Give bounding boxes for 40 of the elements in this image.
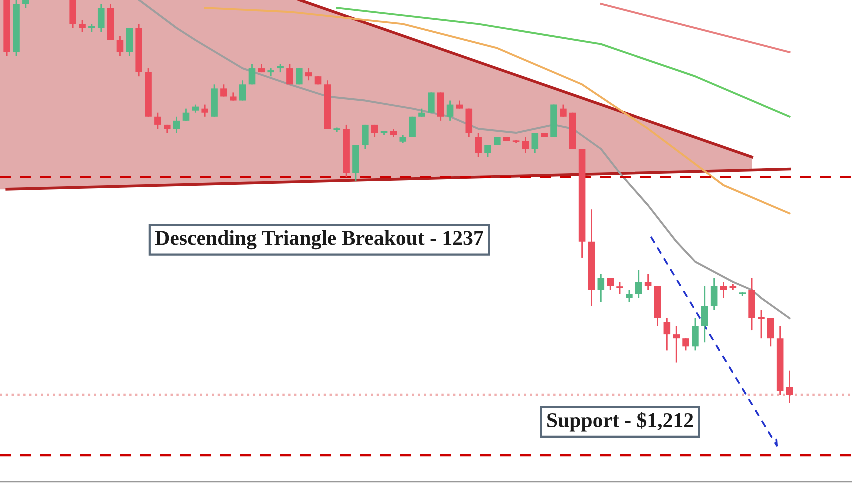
candlestick <box>616 281 624 295</box>
candlestick <box>182 108 190 122</box>
candlestick <box>682 338 690 352</box>
candlestick <box>371 124 378 138</box>
candlestick <box>173 116 180 134</box>
candlestick <box>362 124 369 150</box>
candlestick <box>758 310 765 340</box>
candlestick <box>692 318 699 352</box>
candlestick <box>286 64 294 86</box>
candlestick <box>239 80 246 102</box>
ref-line-label: Descending Triangle Breakout - 1237 <box>155 230 484 250</box>
candlestick <box>664 318 671 352</box>
candlestick <box>154 112 162 130</box>
candlestick <box>598 273 605 304</box>
candlestick <box>701 285 708 344</box>
candlestick <box>522 136 530 154</box>
candlestick <box>98 3 105 33</box>
candlestick <box>220 84 228 98</box>
candlestick <box>644 273 652 291</box>
candlestick <box>560 104 567 118</box>
candlestick <box>79 19 86 33</box>
candlestick <box>532 132 539 154</box>
candlestick <box>635 269 642 299</box>
candlestick <box>428 92 435 114</box>
candlestick <box>786 370 794 404</box>
candlestick <box>720 281 728 299</box>
candlestick <box>673 326 680 364</box>
candlestick <box>484 144 492 158</box>
candlestick <box>446 100 454 122</box>
candlestick <box>296 68 303 86</box>
candlestick <box>710 277 718 312</box>
candlestick <box>607 277 614 291</box>
candlestick <box>475 132 482 158</box>
candlestick <box>626 290 633 304</box>
ref-line-label: Support - $1,212 <box>548 412 694 432</box>
candlestick <box>305 68 312 82</box>
candlestick <box>768 318 774 348</box>
candlestick <box>202 104 208 118</box>
candlestick <box>248 64 256 86</box>
candlestick <box>116 36 124 58</box>
